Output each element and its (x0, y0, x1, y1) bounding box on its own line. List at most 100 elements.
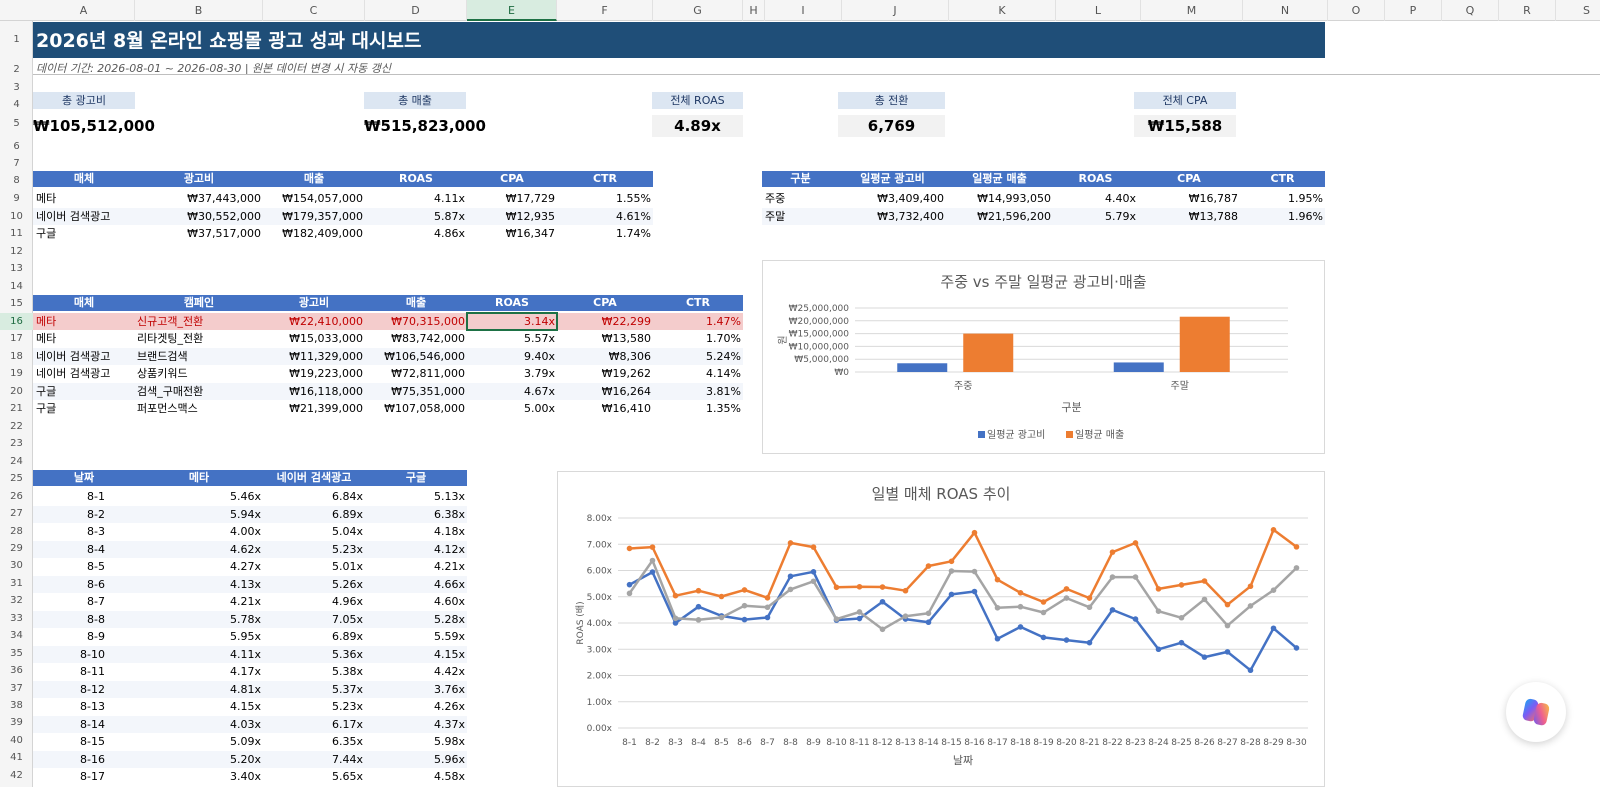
row-header[interactable]: 20 (10, 386, 23, 397)
row-header[interactable]: 25 (10, 473, 23, 484)
cell[interactable]: 4.11x (229, 647, 261, 661)
cell[interactable]: 8-17 (80, 770, 105, 783)
cell[interactable]: 9.40x (523, 350, 555, 363)
cell[interactable]: 7.05x (331, 612, 363, 626)
cell[interactable]: 6.35x (331, 735, 363, 748)
column-header[interactable]: E (467, 0, 557, 21)
kpi-label[interactable]: 전체 ROAS (652, 92, 743, 109)
cell[interactable]: 검색_구매전환 (137, 385, 204, 398)
cell[interactable]: 5.04x (331, 525, 363, 538)
column-header[interactable]: M (1141, 0, 1243, 21)
cell[interactable]: ₩13,788 (1188, 210, 1238, 223)
cell[interactable]: 8-5 (87, 560, 105, 573)
cell[interactable]: 8-13 (80, 700, 105, 713)
cell[interactable]: 3.79x (523, 367, 555, 380)
cell[interactable]: ₩3,732,400 (877, 210, 944, 223)
row-header[interactable]: 9 (13, 193, 20, 204)
cell[interactable]: 퍼포먼스맥스 (137, 402, 198, 415)
cell[interactable]: 1.96% (1288, 210, 1323, 223)
cell[interactable]: 5.00x (523, 402, 555, 415)
cell[interactable]: ₩15,033,000 (289, 332, 363, 345)
header-cell[interactable]: ROAS (399, 172, 433, 185)
cell[interactable]: 4.81x (229, 682, 261, 696)
row-header[interactable]: 6 (13, 141, 20, 152)
column-header[interactable]: L (1056, 0, 1141, 21)
row-header[interactable]: 19 (10, 368, 23, 379)
dashboard-subtitle[interactable]: 데이터 기간: 2026-08-01 ~ 2026-08-30 | 원본 데이터… (36, 62, 391, 75)
cell[interactable]: 1.95% (1288, 192, 1323, 205)
column-header[interactable]: A (33, 0, 135, 21)
cell[interactable]: ₩21,399,000 (289, 402, 363, 415)
row-header[interactable]: 27 (10, 508, 23, 519)
cell[interactable]: 4.26x (433, 700, 465, 713)
cell[interactable]: ₩16,787 (1188, 192, 1238, 205)
column-header[interactable]: F (557, 0, 653, 21)
header-cell[interactable]: CTR (685, 296, 711, 309)
cell[interactable]: 5.96x (433, 752, 465, 766)
row-header[interactable]: 23 (10, 438, 23, 449)
header-cell[interactable]: 캠페인 (183, 296, 215, 309)
kpi-value[interactable]: 4.89x (652, 115, 743, 137)
row-header[interactable]: 41 (10, 752, 23, 763)
column-header[interactable]: P (1385, 0, 1442, 21)
row-header[interactable]: 13 (10, 263, 23, 274)
cell[interactable]: ₩19,262 (601, 367, 651, 380)
copilot-button[interactable] (1506, 682, 1566, 742)
cell[interactable]: 4.27x (229, 560, 261, 573)
kpi-value[interactable]: ₩515,823,000 (364, 117, 486, 135)
cell[interactable]: ₩11,329,000 (289, 350, 363, 363)
column-header[interactable]: Q (1442, 0, 1499, 21)
header-cell[interactable]: 메타 (188, 471, 210, 484)
cell[interactable]: 8-10 (80, 647, 105, 661)
row-header[interactable]: 26 (10, 491, 23, 502)
cell[interactable]: 5.57x (523, 332, 555, 345)
kpi-value[interactable]: 6,769 (838, 115, 945, 137)
cell[interactable]: 4.61% (616, 210, 651, 223)
row-header[interactable]: 16 (0, 313, 33, 330)
cell[interactable]: 구글 (36, 227, 57, 240)
dashboard-title[interactable]: 2026년 8월 온라인 쇼핑몰 광고 성과 대시보드 (36, 30, 422, 52)
cell[interactable]: 5.01x (331, 560, 363, 573)
cell[interactable]: 5.36x (331, 647, 363, 661)
row-header[interactable]: 22 (10, 421, 23, 432)
column-header[interactable]: N (1243, 0, 1328, 21)
active-cell-e16[interactable] (466, 312, 558, 331)
cell[interactable]: 4.40x (1104, 192, 1136, 205)
cell[interactable]: 주중 (765, 192, 786, 205)
cell[interactable]: 5.23x (331, 542, 363, 556)
cell[interactable]: 1.70% (706, 332, 741, 345)
daily-roas-trend-chart[interactable]: 일별 매체 ROAS 추이 0.00x 1.00x 2.00x 3.00x 4.00x 5… (557, 471, 1325, 787)
row-header[interactable]: 7 (13, 158, 20, 169)
row-header[interactable]: 1 (13, 34, 20, 45)
cell[interactable]: 메타 (36, 315, 57, 328)
cell[interactable]: 4.15x (433, 647, 465, 661)
cell[interactable]: 4.86x (433, 227, 465, 240)
header-cell[interactable]: 광고비 (298, 296, 330, 309)
cell[interactable]: 8-9 (87, 630, 105, 643)
row-header[interactable]: 28 (10, 526, 23, 537)
cell[interactable]: ₩8,306 (608, 350, 651, 363)
column-header[interactable]: O (1328, 0, 1385, 21)
cell[interactable]: 4.03x (229, 717, 261, 731)
cell[interactable]: 4.21x (229, 595, 261, 608)
cell[interactable]: 4.58x (433, 770, 465, 783)
cell[interactable]: 8-3 (87, 525, 105, 538)
cell[interactable]: 6.84x (331, 490, 363, 503)
row-header[interactable]: 29 (10, 543, 23, 554)
cell[interactable]: 구글 (36, 385, 57, 398)
cell[interactable]: ₩16,347 (505, 227, 555, 240)
row-header[interactable]: 40 (10, 735, 23, 746)
row-header[interactable]: 21 (10, 403, 23, 414)
cell[interactable]: ₩19,223,000 (289, 367, 363, 380)
header-cell[interactable]: 일평균 매출 (972, 172, 1027, 185)
cell[interactable]: 메타 (36, 192, 57, 205)
row-header[interactable]: 31 (10, 578, 23, 589)
row-header[interactable]: 3 (13, 82, 20, 93)
cell[interactable]: 6.38x (433, 507, 465, 521)
row-header[interactable]: 32 (10, 595, 23, 606)
cell[interactable]: 5.46x (229, 490, 261, 503)
cell[interactable]: ₩179,357,000 (282, 210, 363, 223)
header-cell[interactable]: ROAS (495, 296, 529, 309)
cell[interactable]: 4.11x (433, 192, 465, 205)
cell[interactable]: ₩107,058,000 (384, 402, 465, 415)
